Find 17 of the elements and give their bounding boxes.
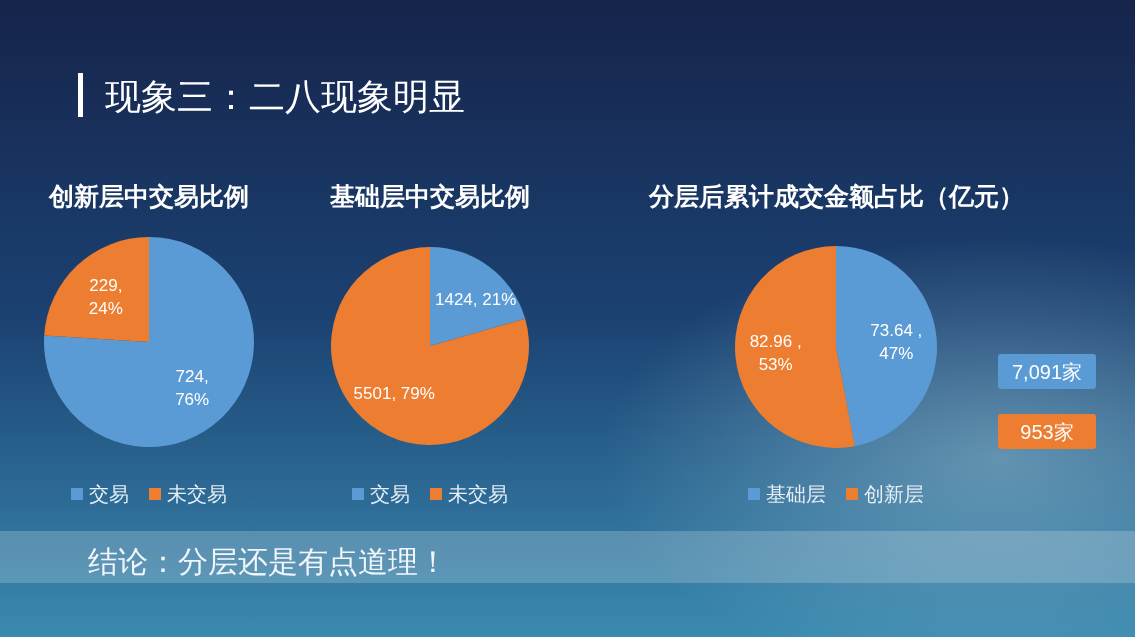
legend-label: 交易 (89, 483, 129, 505)
chart-title: 创新层中交易比例 (48, 182, 249, 210)
text: 现象三：二八现象明显 (105, 75, 465, 117)
data-label: 229, 24% (88, 275, 123, 318)
legend-label: 交易 (370, 483, 410, 505)
text: 结论：分层还是有点道理！ (88, 544, 448, 578)
data-label: 724, 76% (175, 367, 210, 410)
data-label: 5501, 79% (353, 384, 435, 404)
data-label: 82.96 , 53% (749, 332, 802, 375)
chart-title: 基础层中交易比例 (329, 182, 530, 210)
chart-title: 分层后累计成交金额占比（亿元） (647, 182, 1024, 210)
legend-label: 未交易 (167, 483, 227, 505)
legend-label: 基础层 (766, 483, 826, 505)
data-label: 1424, 21% (435, 289, 517, 309)
legend-label: 未交易 (448, 483, 508, 505)
legend-label: 创新层 (864, 483, 924, 505)
data-label: 73.64 , 47% (870, 320, 923, 363)
